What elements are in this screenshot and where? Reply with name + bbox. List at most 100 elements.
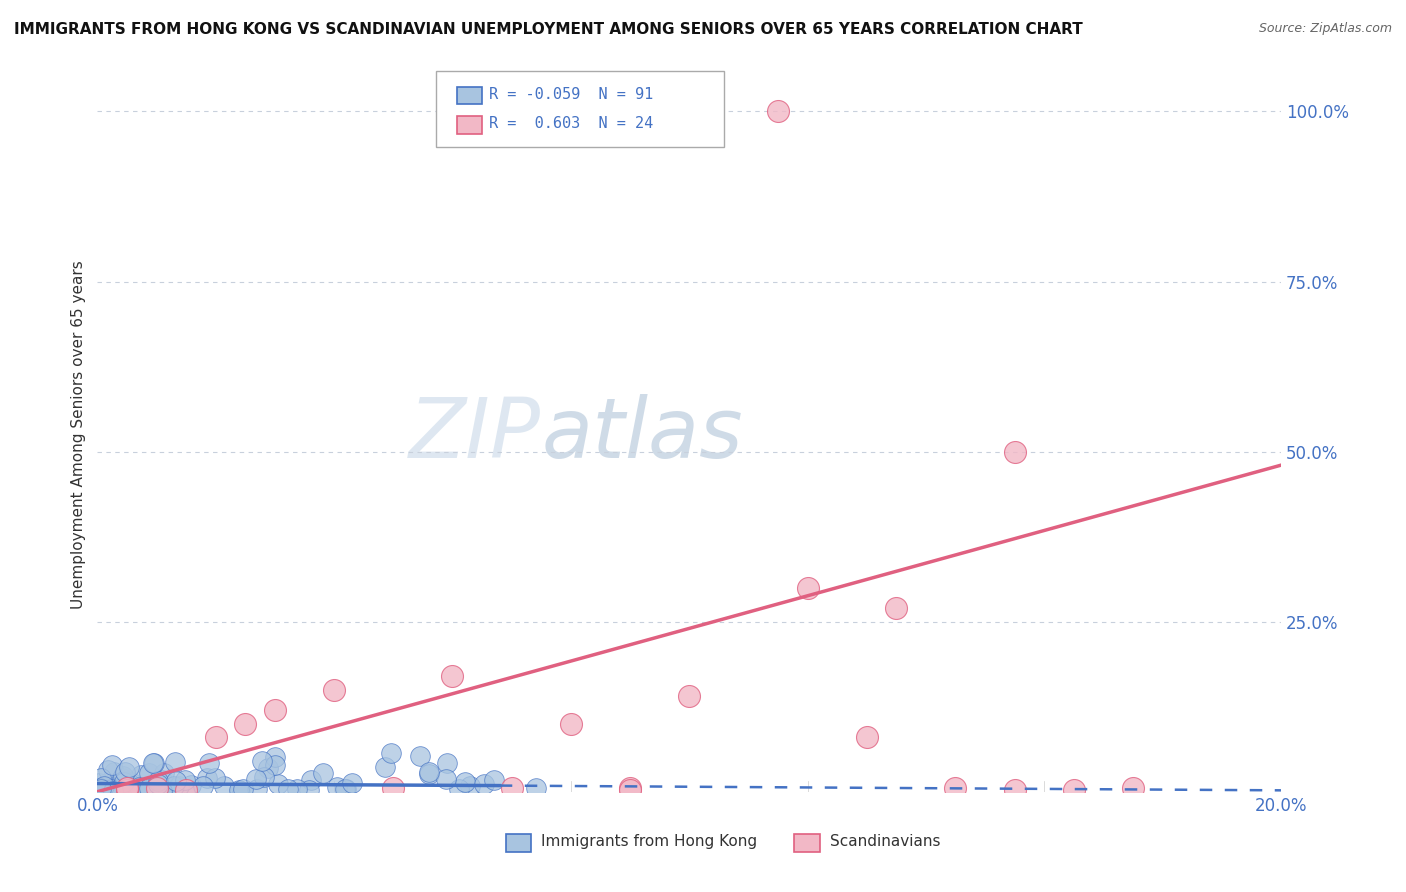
Point	[107, 781, 129, 796]
Point	[619, 781, 641, 796]
Point	[382, 781, 405, 796]
Point	[96, 782, 118, 797]
Point	[112, 773, 135, 788]
Point	[449, 782, 471, 797]
Point	[619, 782, 641, 797]
Point	[418, 767, 440, 781]
Point	[340, 775, 363, 789]
Point	[441, 669, 464, 683]
Point	[409, 749, 432, 764]
Point	[297, 782, 319, 797]
Point	[167, 779, 190, 793]
Point	[228, 783, 250, 797]
Point	[436, 756, 458, 771]
Point	[335, 782, 357, 797]
Point	[111, 781, 134, 796]
Point	[256, 761, 278, 775]
Point	[115, 782, 138, 797]
Point	[90, 771, 112, 785]
Point	[142, 756, 165, 770]
Point	[311, 766, 333, 780]
Point	[204, 771, 226, 785]
Text: ZIP: ZIP	[409, 394, 541, 475]
Point	[89, 781, 111, 796]
Point	[263, 750, 285, 764]
Point	[264, 757, 287, 772]
Point	[101, 783, 124, 797]
Point	[180, 778, 202, 792]
Point	[264, 703, 287, 717]
Point	[90, 780, 112, 794]
Point	[325, 780, 347, 794]
Point	[100, 782, 122, 797]
Point	[103, 765, 125, 780]
Text: atlas: atlas	[541, 394, 742, 475]
Point	[884, 601, 907, 615]
Point	[299, 772, 322, 787]
Point	[112, 774, 135, 789]
Point	[1122, 781, 1144, 796]
Point	[93, 779, 115, 793]
Point	[152, 784, 174, 798]
Point	[212, 779, 235, 793]
Point	[138, 766, 160, 780]
Text: Immigrants from Hong Kong: Immigrants from Hong Kong	[541, 834, 758, 849]
Text: R =  0.603  N = 24: R = 0.603 N = 24	[489, 116, 654, 131]
Point	[146, 776, 169, 790]
Point	[120, 774, 142, 789]
Point	[90, 782, 112, 797]
Point	[146, 774, 169, 789]
Point	[100, 781, 122, 796]
Point	[1004, 782, 1026, 797]
Point	[152, 766, 174, 780]
Point	[253, 770, 276, 784]
Point	[277, 782, 299, 797]
Point	[97, 763, 120, 777]
Point	[153, 783, 176, 797]
Point	[524, 780, 547, 795]
Point	[118, 776, 141, 790]
Point	[93, 784, 115, 798]
Point	[173, 784, 195, 798]
Point	[245, 772, 267, 786]
Point	[484, 773, 506, 788]
Point	[229, 784, 252, 798]
Point	[458, 779, 481, 793]
Point	[87, 776, 110, 790]
Point	[474, 777, 496, 791]
Text: R = -0.059  N = 91: R = -0.059 N = 91	[489, 87, 654, 102]
Point	[436, 772, 458, 786]
Point	[139, 782, 162, 797]
Point	[163, 779, 186, 793]
Point	[374, 760, 396, 774]
Point	[100, 780, 122, 795]
Point	[335, 781, 357, 796]
Point	[98, 779, 121, 793]
Point	[98, 779, 121, 793]
Point	[418, 764, 440, 779]
Point	[91, 783, 114, 797]
Text: Source: ZipAtlas.com: Source: ZipAtlas.com	[1258, 22, 1392, 36]
Point	[193, 779, 215, 793]
Point	[945, 781, 967, 796]
Point	[135, 783, 157, 797]
Point	[163, 755, 186, 769]
Point	[174, 782, 197, 797]
Point	[1004, 444, 1026, 458]
Point	[114, 765, 136, 780]
Point	[250, 755, 273, 769]
Point	[128, 780, 150, 795]
Point	[129, 768, 152, 782]
Point	[142, 756, 165, 770]
Point	[138, 780, 160, 795]
Point	[233, 716, 256, 731]
Point	[150, 784, 173, 798]
Point	[150, 772, 173, 787]
Y-axis label: Unemployment Among Seniors over 65 years: Unemployment Among Seniors over 65 years	[72, 260, 86, 609]
Point	[267, 777, 290, 791]
Point	[855, 731, 877, 745]
Text: IMMIGRANTS FROM HONG KONG VS SCANDINAVIAN UNEMPLOYMENT AMONG SENIORS OVER 65 YEA: IMMIGRANTS FROM HONG KONG VS SCANDINAVIA…	[14, 22, 1083, 37]
Point	[285, 781, 308, 796]
Point	[101, 784, 124, 798]
Point	[796, 581, 818, 595]
